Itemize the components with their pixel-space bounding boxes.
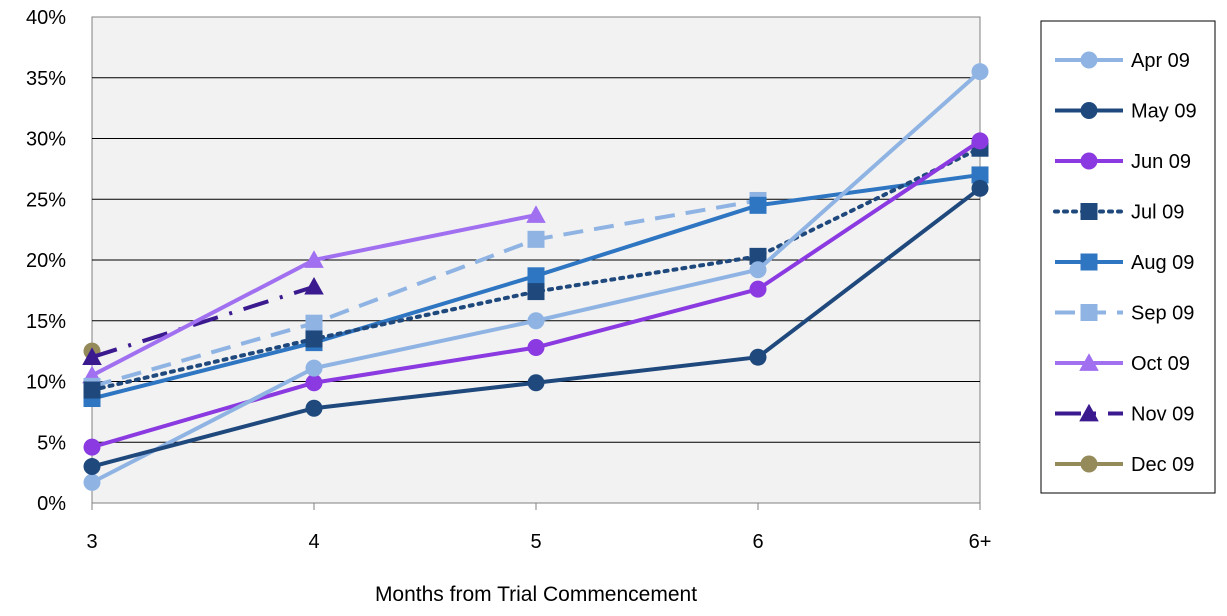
legend-marker [1080, 51, 1098, 69]
x-tick-label: 4 [308, 531, 319, 553]
legend-item: May 09 [1055, 101, 1197, 123]
data-point [83, 458, 101, 476]
legend-label: Oct 09 [1131, 353, 1190, 375]
series-lines [82, 63, 989, 491]
legend-marker [1080, 304, 1098, 321]
legend-item: Jun 09 [1055, 151, 1191, 173]
gridlines [92, 77, 980, 443]
series-line [91, 198, 759, 389]
x-tick-label: 6+ [969, 531, 992, 553]
data-point [749, 261, 767, 279]
legend-label: Nov 09 [1131, 404, 1194, 426]
y-tick-label: 0% [37, 493, 66, 515]
legend-label: Apr 09 [1131, 50, 1190, 72]
data-point [527, 267, 545, 285]
series-line [91, 284, 315, 360]
series-oct-09 [82, 205, 546, 384]
data-point [749, 196, 767, 214]
y-tick-label: 30% [26, 129, 66, 151]
series-jul-09 [83, 139, 989, 399]
y-tick-label: 40% [26, 7, 66, 29]
x-axis-tick-labels: 3 4 5 6 6+ [86, 503, 991, 553]
x-axis-title: Months from Trial Commencement [375, 583, 697, 606]
data-point [749, 348, 767, 366]
legend-marker [1079, 403, 1099, 422]
y-tick-label: 15% [26, 311, 66, 333]
data-point [305, 399, 323, 417]
legend-marker [1080, 102, 1098, 119]
data-point [527, 283, 545, 301]
x-tick-label: 5 [530, 531, 541, 553]
legend-label: Dec 09 [1131, 454, 1194, 476]
y-tick-label: 20% [26, 250, 66, 272]
legend-marker [1079, 353, 1099, 371]
x-tick-label: 6 [752, 531, 763, 553]
legend-item: Nov 09 [1055, 404, 1194, 426]
y-tick-label: 25% [26, 189, 66, 211]
data-point [83, 473, 101, 491]
data-point [526, 205, 546, 223]
data-point [527, 374, 545, 392]
data-point [971, 63, 989, 81]
legend-item: Dec 09 [1055, 454, 1194, 476]
legend-marker [1080, 253, 1098, 271]
data-point [971, 179, 989, 197]
legend-item: Aug 09 [1055, 252, 1194, 274]
data-point [971, 132, 989, 150]
data-point [527, 230, 545, 248]
series-apr-09 [83, 63, 989, 491]
data-point [305, 359, 323, 377]
legend-item: Jul 09 [1053, 202, 1184, 224]
data-point [304, 250, 324, 268]
data-point [305, 314, 323, 332]
legend-label: Sep 09 [1131, 303, 1194, 325]
legend-item: Apr 09 [1055, 50, 1190, 72]
data-point [971, 166, 989, 184]
data-point [527, 338, 545, 356]
legend-marker [1080, 152, 1098, 170]
legend-item: Sep 09 [1055, 303, 1194, 325]
y-axis-tick-labels: 0% 5% 10% 15% 20% 25% 30% 35% 40% [26, 7, 66, 515]
data-point [527, 312, 545, 330]
data-point [82, 347, 102, 366]
legend-marker [1080, 203, 1098, 220]
legend-label: Aug 09 [1131, 252, 1194, 274]
legend: Apr 09 May 09 Jun 09 Jul 09 Aug 09 Sep 09 Oct … [1053, 50, 1197, 476]
legend-label: Jun 09 [1131, 151, 1191, 173]
data-point [83, 381, 101, 399]
y-tick-label: 35% [26, 68, 66, 90]
legend-label: May 09 [1131, 101, 1197, 123]
legend-item: Oct 09 [1055, 353, 1190, 375]
y-tick-label: 5% [37, 432, 66, 454]
data-point [749, 247, 767, 265]
y-tick-label: 10% [26, 372, 66, 394]
legend-label: Jul 09 [1131, 202, 1184, 224]
series-may-09 [83, 179, 989, 476]
data-point [305, 374, 323, 392]
data-point [83, 438, 101, 456]
data-point [749, 280, 767, 298]
legend-marker [1080, 455, 1098, 473]
data-point [305, 330, 323, 348]
data-point [304, 276, 324, 295]
series-nov-09 [82, 276, 324, 366]
x-tick-label: 3 [86, 531, 97, 553]
